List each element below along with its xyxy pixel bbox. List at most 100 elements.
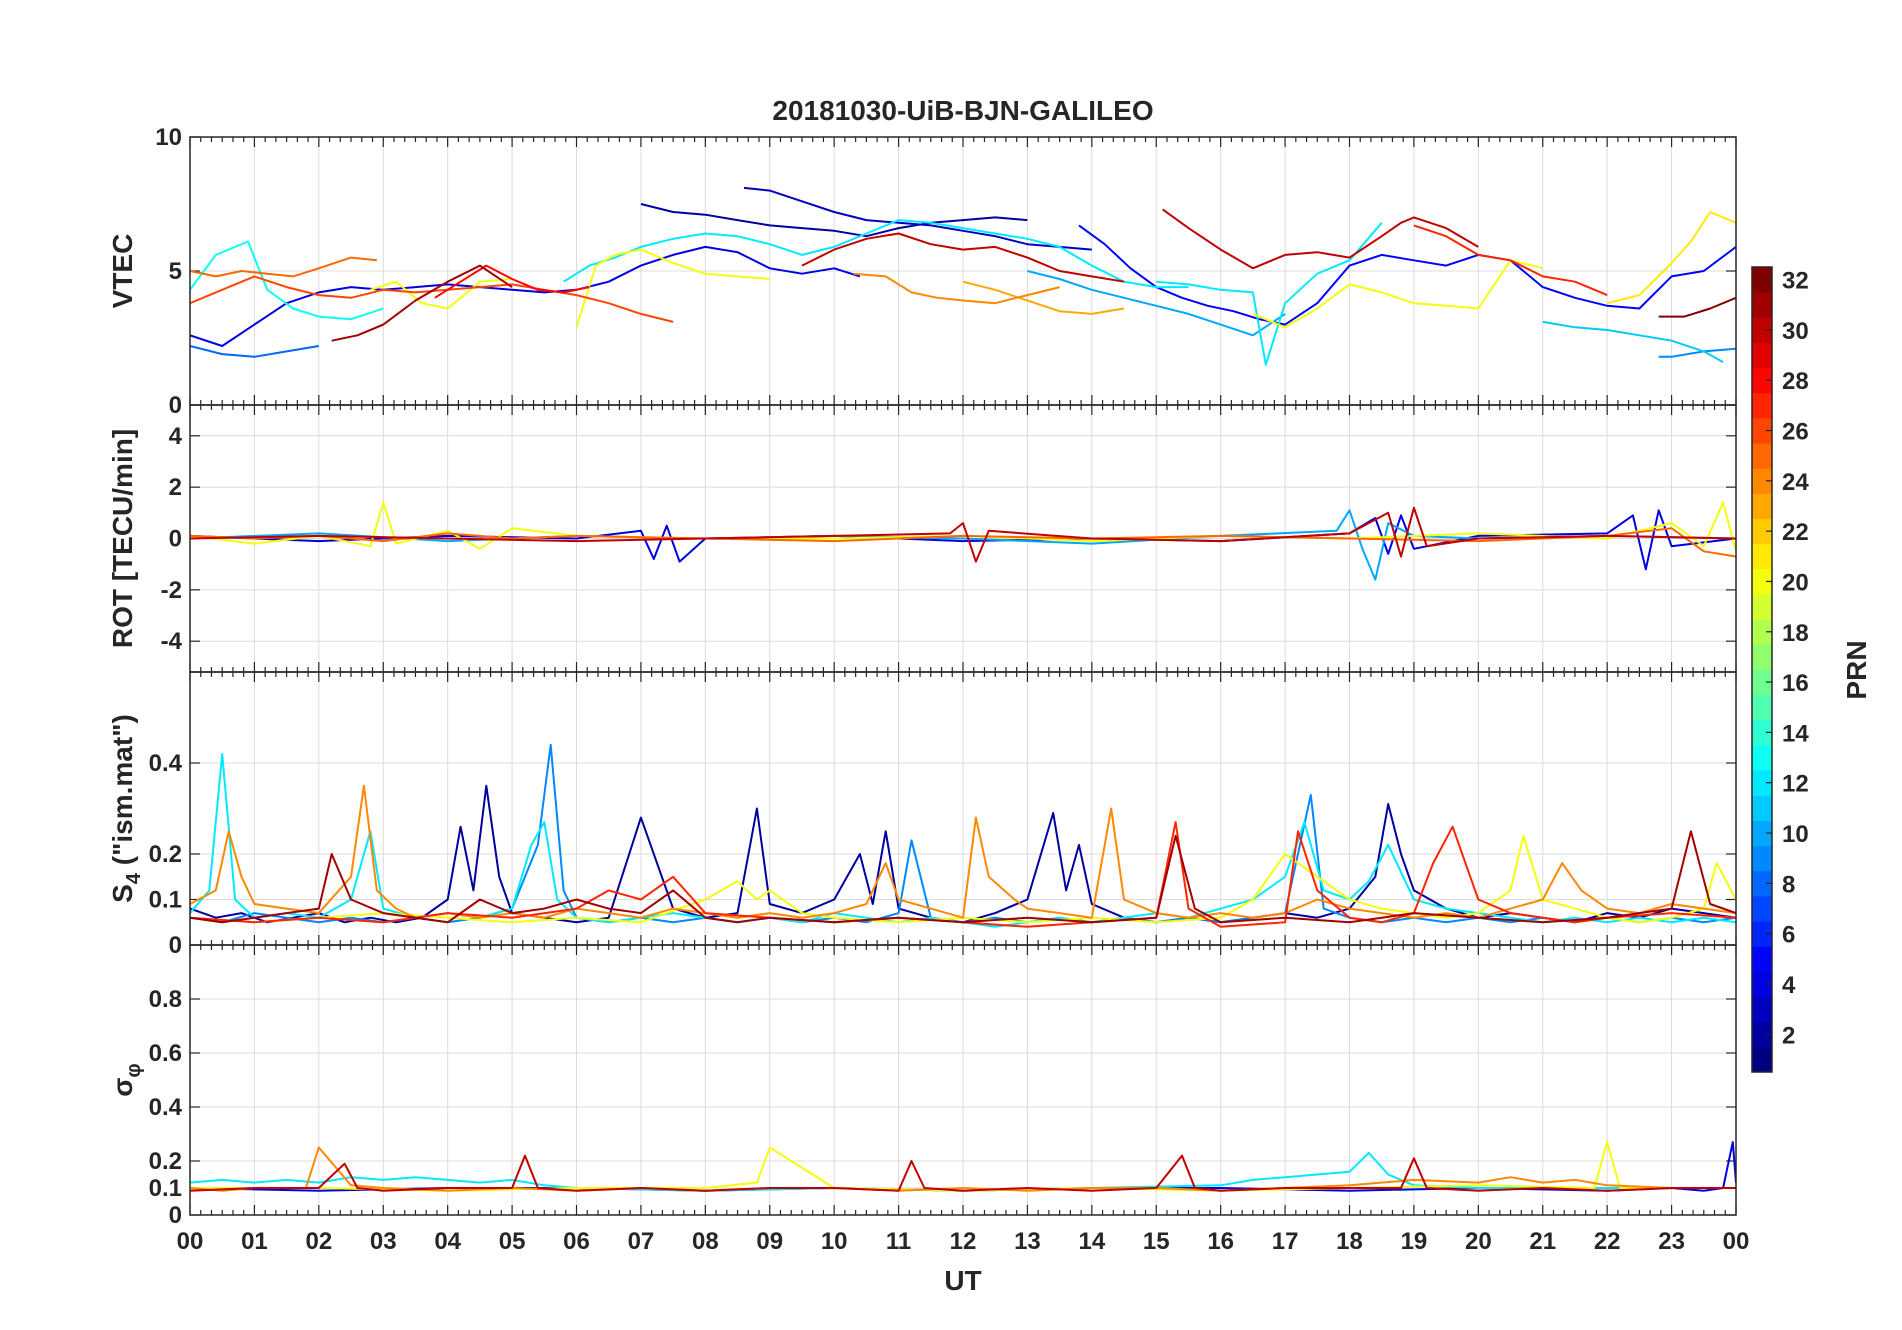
series-line-prn-27: [1413, 224, 1608, 297]
series-line-prn-30: [190, 1154, 1736, 1192]
series-line-prn-21: [1606, 211, 1736, 305]
x-tick-label: 13: [1014, 1228, 1041, 1255]
y-axis-label-main: S: [107, 884, 138, 903]
colorbar-tick-label: 20: [1782, 569, 1809, 596]
series-line-prn-25: [190, 256, 377, 278]
series-line-prn-27: [190, 821, 1736, 928]
y-axis-label: S4 ("ism.mat"): [107, 714, 145, 903]
y-tick-label: 0.8: [149, 986, 182, 1013]
x-tick-label: 14: [1078, 1228, 1105, 1255]
y-tick-label: 2: [169, 474, 182, 501]
y-tick-label: 0.1: [149, 1175, 182, 1202]
y-tick-label: 0.4: [149, 750, 183, 777]
x-tick-label: 07: [628, 1228, 655, 1255]
y-axis-label: VTEC: [107, 234, 138, 309]
colorbar-tick-label: 16: [1782, 670, 1809, 697]
chart-title: 20181030-UiB-BJN-GALILEO: [772, 95, 1153, 126]
colorbar-swatch: [1752, 493, 1772, 520]
x-tick-label: 16: [1207, 1228, 1234, 1255]
colorbar-swatch: [1752, 820, 1772, 847]
series-line-prn-12: [190, 752, 1736, 928]
y-tick-label: 0.1: [149, 887, 182, 914]
series-line-prn-12: [1156, 222, 1383, 366]
x-tick-label: 23: [1658, 1228, 1685, 1255]
series-line-prn-25: [190, 527, 1736, 558]
series-line-prn-20: [190, 834, 1736, 924]
y-axis-label-main: σ: [107, 1078, 138, 1097]
panel-rot: -4 -2 0 2 4 ROT [TECU/min]: [107, 404, 1737, 673]
axes-frame: [189, 944, 1737, 1216]
x-tick-label: 00: [177, 1228, 204, 1255]
series-line-prn-20: [575, 248, 770, 328]
colorbar-swatch: [1752, 694, 1772, 721]
y-axis-label-rest: ("ism.mat"): [107, 714, 138, 873]
x-tick-label: 04: [434, 1228, 461, 1255]
colorbar-tick-label: 32: [1782, 268, 1809, 295]
colorbar-swatch: [1752, 669, 1772, 696]
series-line-prn-24: [190, 784, 1736, 919]
colorbar-swatch: [1752, 568, 1772, 595]
colorbar-frame: [1751, 266, 1773, 1073]
series-line-prn-20: [1252, 259, 1544, 329]
colorbar-swatch: [1752, 543, 1772, 570]
series-line-prn-30: [801, 232, 1125, 283]
panel-s4: 00.10.20.4S4 ("ism.mat"): [107, 671, 1737, 959]
x-tick-label: 09: [756, 1228, 783, 1255]
colorbar-swatch: [1752, 770, 1772, 796]
y-tick-label: 0.2: [149, 841, 182, 868]
series-line-prn-8: [190, 345, 319, 358]
series-line-prn-12: [190, 1151, 1736, 1192]
colorbar-swatch: [1752, 317, 1772, 343]
series-line-prn-28: [434, 264, 590, 299]
colorbar-swatch: [1752, 342, 1772, 369]
series-line-prn-23: [962, 280, 1125, 315]
x-tick-label: 05: [499, 1228, 526, 1255]
x-tick-label: 10: [821, 1228, 848, 1255]
series-group: [190, 186, 1736, 366]
x-tick-label: 02: [305, 1228, 332, 1255]
colorbar-swatch: [1752, 744, 1772, 771]
colorbar-tick-label: 30: [1782, 318, 1809, 345]
colorbar-swatch: [1752, 946, 1772, 972]
colorbar-swatch: [1752, 392, 1772, 419]
x-tick-label: 20: [1465, 1228, 1492, 1255]
y-tick-label: 0: [169, 526, 182, 553]
colorbar-swatch: [1752, 870, 1772, 897]
colorbar-tick-label: 4: [1782, 972, 1796, 999]
colorbar-tick-label: 14: [1782, 720, 1809, 747]
y-axis-label-subscript: φ: [123, 1063, 145, 1077]
colorbar-tick-label: 6: [1782, 922, 1795, 949]
colorbar-swatch: [1752, 921, 1772, 947]
colorbar-tick-label: 12: [1782, 771, 1809, 798]
colorbar-swatch: [1752, 417, 1772, 444]
y-tick-label: 4: [169, 423, 183, 450]
x-tick-label: 01: [241, 1228, 268, 1255]
series-line-prn-30: [1162, 208, 1479, 270]
colorbar-swatch: [1752, 644, 1772, 670]
x-tick-label: 06: [563, 1228, 590, 1255]
colorbar-tick-label: 24: [1782, 469, 1809, 496]
colorbar-swatch: [1752, 367, 1772, 394]
series-line-prn-10: [1027, 270, 1286, 337]
colorbar-tick-label: 18: [1782, 620, 1809, 647]
y-tick-label: 0.6: [149, 1040, 182, 1067]
colorbar-swatch: [1752, 996, 1772, 1023]
y-axis-label: σφ: [107, 1063, 145, 1096]
panel-vtec: 0 5 10 VTEC: [107, 124, 1737, 419]
colorbar-swatch: [1752, 267, 1772, 293]
x-tick-label: 03: [370, 1228, 397, 1255]
x-tick-label: 21: [1529, 1228, 1556, 1255]
series-line-prn-32: [1658, 296, 1736, 318]
series-line-prn-31: [331, 264, 513, 342]
x-tick-label: 15: [1143, 1228, 1170, 1255]
series-line-prn-5: [1078, 224, 1736, 326]
y-tick-label: 0: [169, 1202, 182, 1229]
colorbar-swatch: [1752, 292, 1772, 318]
colorbar-swatch: [1752, 443, 1772, 469]
y-axis-label-subscript: 4: [123, 872, 145, 884]
series-line-prn-9: [1658, 347, 1736, 358]
x-tick-label: 11: [886, 1228, 911, 1255]
y-tick-label: 0.2: [149, 1148, 182, 1175]
